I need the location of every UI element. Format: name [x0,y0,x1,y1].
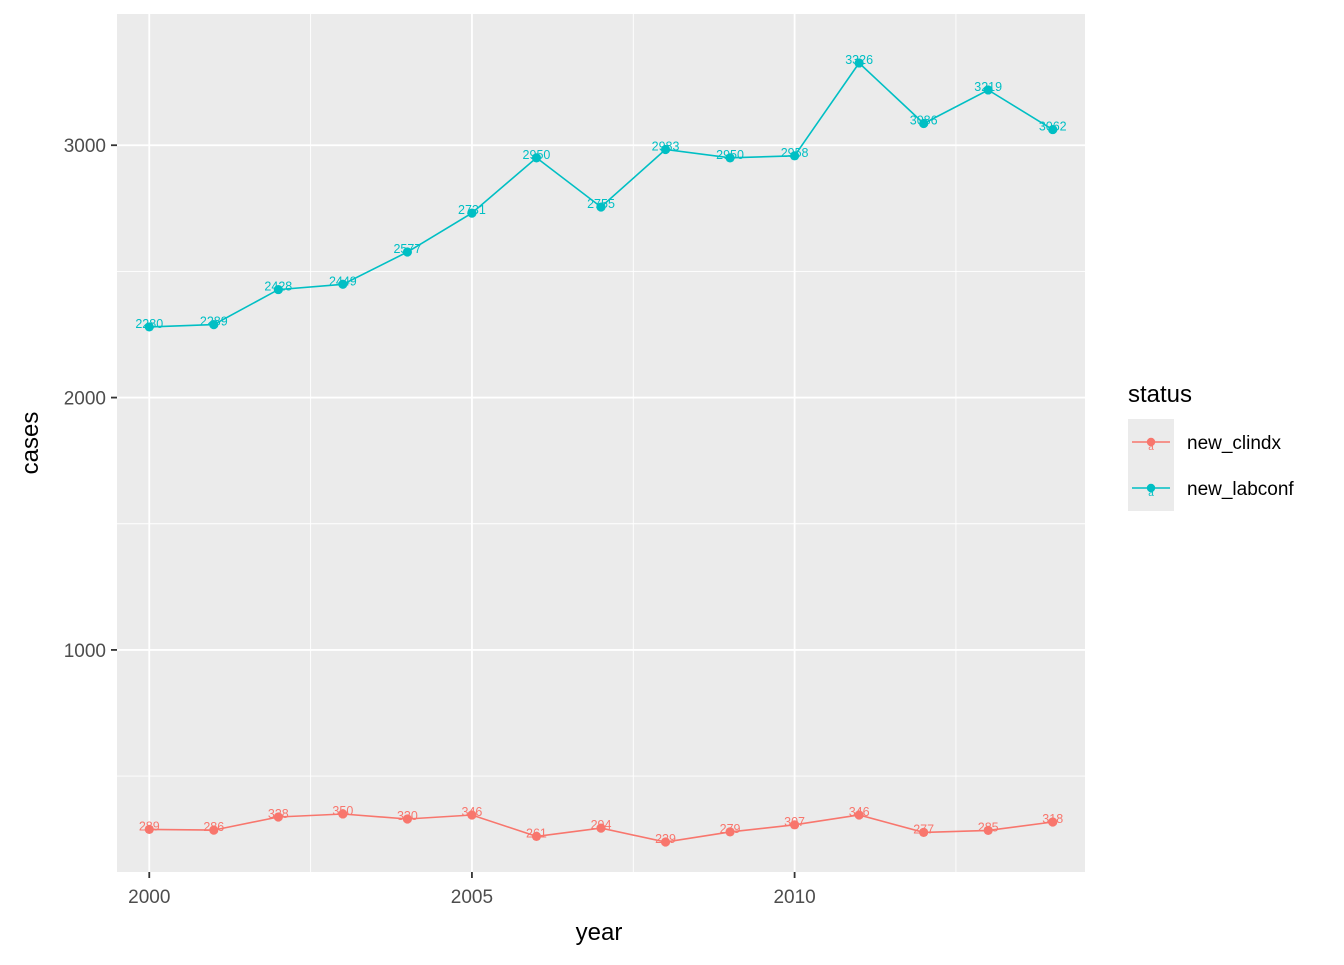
data-point-new-clindx [854,810,864,820]
data-point-new-labconf [209,320,219,330]
data-point-new-labconf [596,202,606,212]
data-label-new-labconf: 2428 [264,280,292,294]
legend: status a a new_clindx new_labconf [1128,381,1294,511]
data-label-new-labconf: 3219 [974,80,1002,94]
data-point-new-labconf [919,118,929,129]
x-tick-label: 2010 [773,887,815,908]
x-axis: 2000 2005 2010 [128,872,816,908]
data-label-new-labconf: 2983 [652,140,680,154]
data-label-new-labconf: 2577 [393,242,421,256]
y-axis: 1000 2000 3000 [64,136,117,662]
legend-title: status [1128,381,1192,408]
plot-panel [117,14,1085,872]
data-point-new-clindx [144,824,154,834]
legend-label-new-labconf: new_labconf [1187,479,1294,500]
data-label-new-clindx: 285 [978,820,999,834]
data-point-new-clindx [725,827,735,837]
data-label-new-labconf: 2950 [523,148,551,162]
data-label-new-clindx: 294 [591,818,612,832]
data-point-new-labconf [338,279,348,289]
legend-point-new-labconf [1146,483,1156,493]
data-label-new-clindx: 330 [397,809,418,823]
data-point-new-labconf [790,151,800,161]
y-tick-label: 2000 [64,389,106,410]
series-layer: 289 286 338 350 330 346 261 294 239 279 307 346 277 2… [135,53,1067,847]
data-label-new-clindx: 318 [1042,812,1063,826]
legend-label-new-clindx: new_clindx [1187,433,1281,454]
y-tick-label: 3000 [64,136,106,157]
data-label-new-clindx: 346 [849,805,870,819]
data-point-new-clindx [790,820,800,830]
data-label-new-labconf: 2731 [458,203,486,217]
data-label-new-clindx: 261 [526,826,547,840]
y-axis-title: cases [17,412,44,475]
data-point-new-clindx [596,823,606,833]
data-point-new-clindx [402,814,412,824]
series-new-clindx: 289 286 338 350 330 346 261 294 239 279 307 346 277 2… [139,804,1063,847]
data-point-new-labconf [531,153,542,163]
data-point-new-clindx [660,837,671,847]
data-label-new-labconf: 2289 [200,315,228,329]
data-point-new-clindx [209,825,219,835]
y-tick-label: 1000 [64,641,106,662]
data-point-new-labconf [725,153,735,163]
data-label-new-clindx: 279 [720,822,741,836]
data-point-new-clindx [273,812,283,822]
x-axis-title: year [576,919,623,946]
x-tick-label: 2005 [451,887,493,908]
data-label-new-clindx: 239 [655,832,676,846]
data-label-new-labconf: 2280 [135,317,163,331]
data-label-new-labconf: 3062 [1039,120,1067,134]
data-label-new-clindx: 289 [139,819,160,833]
data-point-new-labconf [1048,124,1058,135]
data-point-new-clindx [338,809,348,819]
data-point-new-clindx [1048,817,1058,827]
data-point-new-clindx [983,825,993,835]
data-point-new-labconf [983,85,993,95]
data-point-new-clindx [467,810,477,820]
data-label-new-labconf: 2950 [716,148,744,162]
x-tick-label: 2000 [128,887,170,908]
data-point-new-labconf [402,247,412,257]
data-label-new-clindx: 286 [203,820,224,834]
data-label-new-clindx: 338 [268,807,289,821]
data-point-new-clindx [919,827,929,837]
data-label-new-clindx: 277 [913,822,934,836]
data-point-new-labconf [273,284,283,295]
data-label-new-labconf: 2449 [329,274,357,288]
data-label-new-clindx: 350 [332,804,353,818]
legend-text-glyph-new-labconf: a [1148,488,1154,499]
legend-text-glyph-new-clindx: a [1148,442,1154,453]
data-point-new-labconf [854,58,864,68]
data-label-new-labconf: 3326 [845,53,873,67]
data-label-new-clindx: 346 [462,805,483,819]
data-label-new-labconf: 2958 [781,146,809,160]
data-label-new-clindx: 307 [784,815,805,829]
data-point-new-labconf [660,144,671,155]
data-point-new-labconf [144,322,154,332]
series-new-labconf: 2280 2289 2428 2449 2577 2731 2950 2755 2983 2950… [135,53,1067,332]
legend-point-new-clindx [1146,437,1156,447]
data-label-new-labconf: 3086 [910,114,938,128]
data-point-new-labconf [467,208,477,218]
data-point-new-clindx [531,831,542,842]
minor-gridlines [117,14,1085,872]
data-label-new-labconf: 2755 [587,197,615,211]
